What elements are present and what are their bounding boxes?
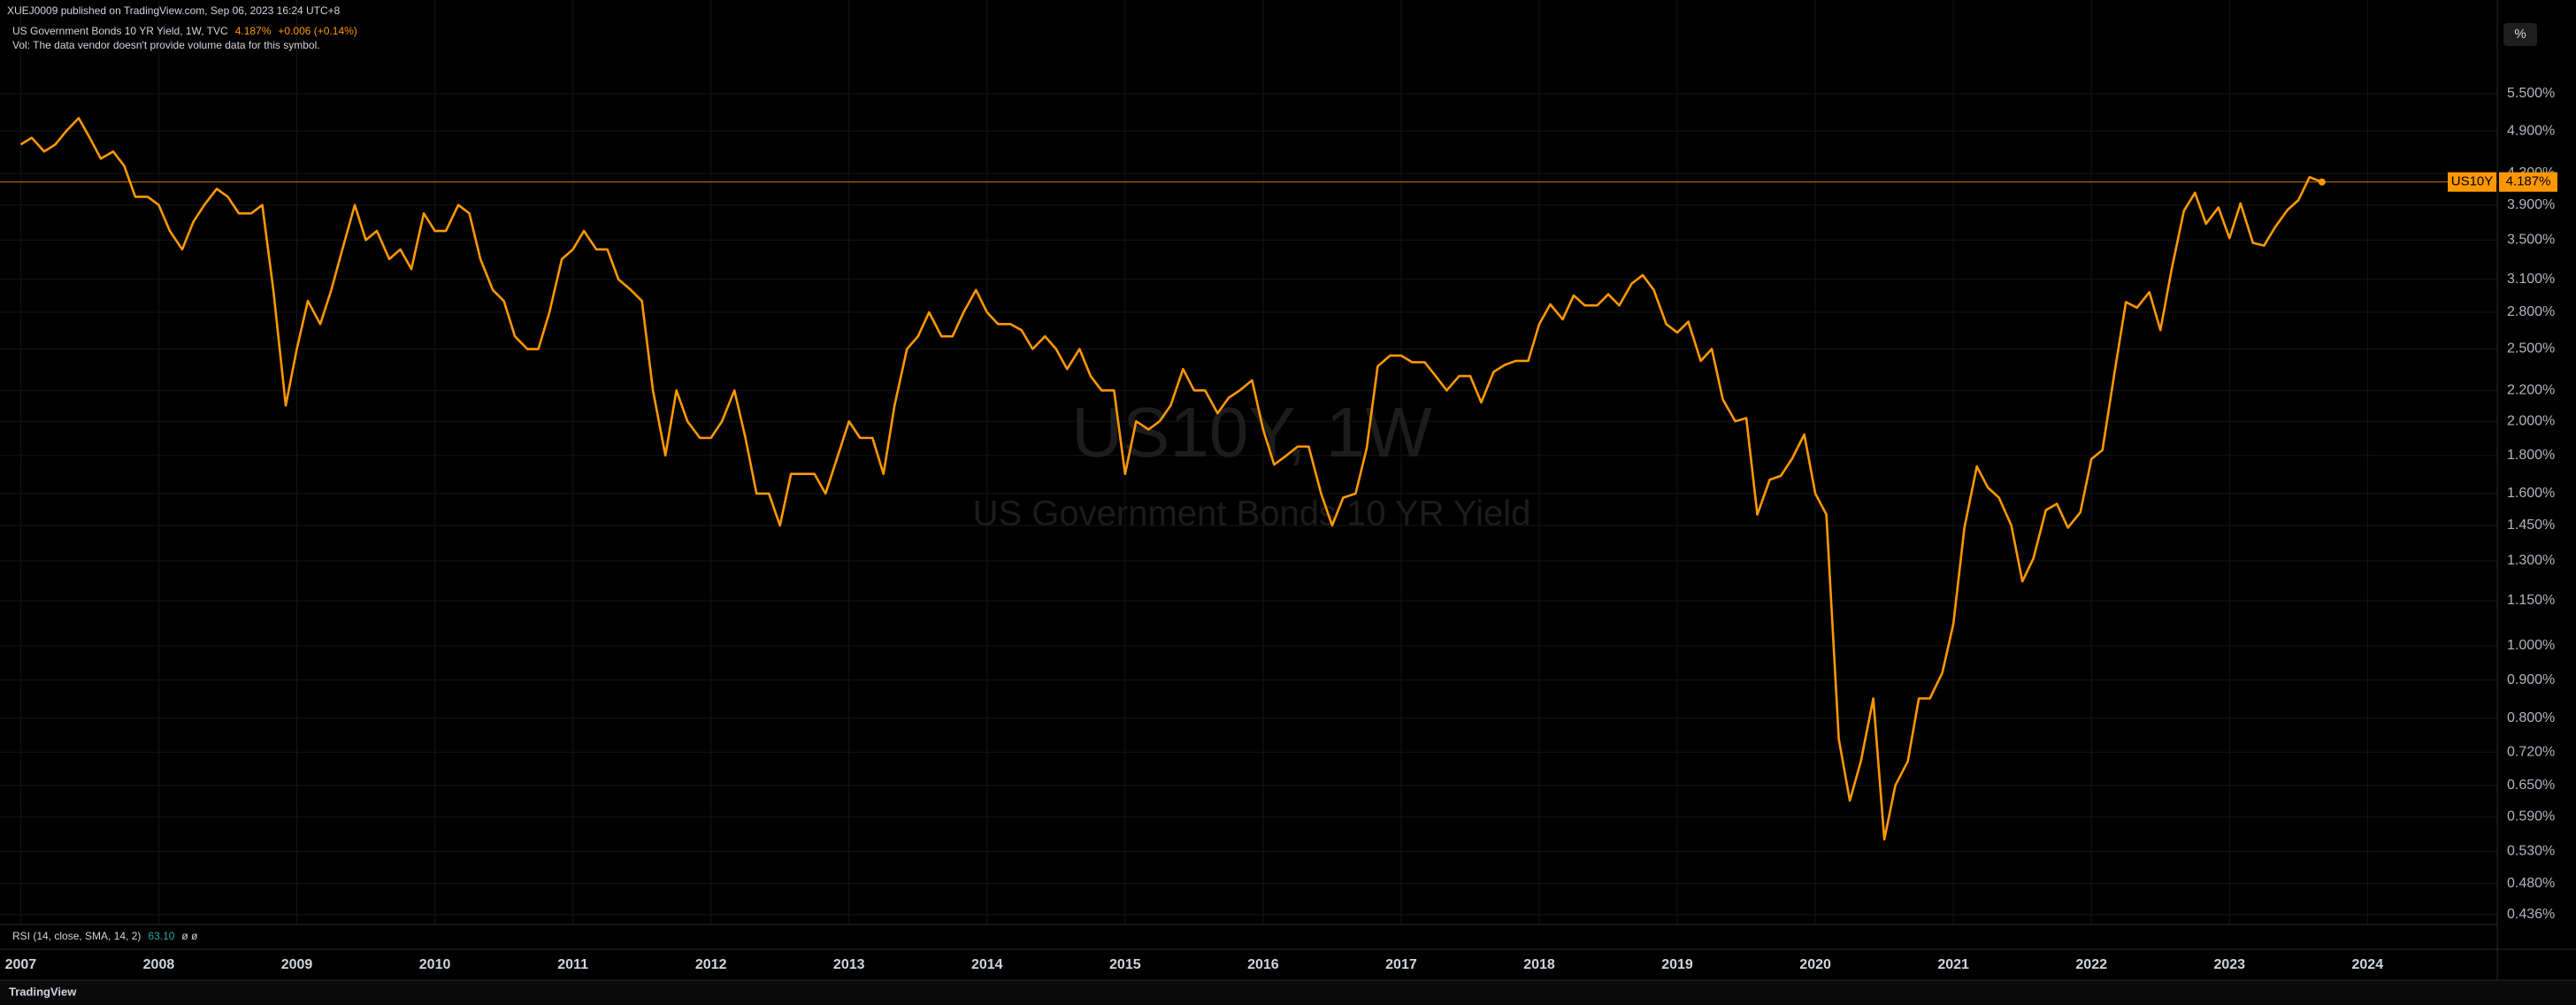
rsi-extra: ø ø <box>181 930 198 942</box>
price-line <box>19 117 2323 841</box>
x-tick-label: 2023 <box>2213 957 2245 972</box>
x-tick-label: 2015 <box>1109 957 1141 972</box>
x-tick-label: 2020 <box>1799 957 1831 972</box>
y-tick-label: 3.500% <box>2507 233 2555 248</box>
published-note: XUEJ0009 published on TradingView.com, S… <box>7 4 341 17</box>
y-tick-label: 0.650% <box>2507 778 2555 793</box>
brand[interactable]: TradingView <box>9 985 77 998</box>
symbol-tag-label: US10Y <box>2451 174 2494 189</box>
y-tick-label: 4.900% <box>2507 123 2555 138</box>
y-tick-label: 2.800% <box>2507 304 2555 319</box>
y-tick-label: 3.100% <box>2507 272 2555 287</box>
rsi-name: RSI (14, close, SMA, 14, 2) <box>12 930 141 942</box>
rsi-value: 63.10 <box>148 930 174 942</box>
indicator-label: RSI (14, close, SMA, 14, 2) 63.10 ø ø <box>12 930 198 942</box>
y-tick-label: 0.530% <box>2507 844 2555 859</box>
y-tick-label: 3.900% <box>2507 197 2555 212</box>
footer-bar <box>0 980 2576 1005</box>
y-tick-label: 1.800% <box>2507 448 2555 463</box>
x-tick-label: 2022 <box>2075 957 2107 972</box>
price-tag-label: 4.187% <box>2506 174 2551 189</box>
y-tick-label: 1.450% <box>2507 518 2555 533</box>
x-tick-label: 2018 <box>1523 957 1555 972</box>
x-tick-label: 2019 <box>1661 957 1693 972</box>
x-tick-label: 2009 <box>281 957 313 972</box>
x-tick-label: 2017 <box>1385 957 1417 972</box>
price: 4.187% <box>235 25 272 37</box>
volume-note: Vol: The data vendor doesn't provide vol… <box>12 39 320 51</box>
y-tick-label: 2.500% <box>2507 341 2555 357</box>
y-tick-label: 0.720% <box>2507 744 2555 759</box>
watermark-subtitle: US Government Bonds 10 YR Yield <box>973 495 1531 533</box>
y-tick-label: 0.480% <box>2507 876 2555 891</box>
y-tick-label: 0.900% <box>2507 672 2555 687</box>
x-tick-label: 2010 <box>419 957 451 972</box>
price-tag <box>2499 172 2557 192</box>
y-tick-label: 0.436% <box>2507 907 2555 922</box>
x-tick-label: 2024 <box>2352 957 2384 972</box>
y-tick-label: 0.590% <box>2507 809 2555 824</box>
y-tick-label: 1.000% <box>2507 638 2555 653</box>
symbol: US Government Bonds 10 YR Yield, 1W, TVC <box>12 25 228 37</box>
symbol-tag <box>2448 172 2496 192</box>
y-tick-label: 2.200% <box>2507 383 2555 398</box>
plot <box>0 117 2497 841</box>
y-tick-label: 0.800% <box>2507 710 2555 725</box>
x-tick-label: 2014 <box>971 957 1003 972</box>
y-tick-label: 1.300% <box>2507 553 2555 568</box>
x-tick-label: 2007 <box>5 957 37 972</box>
y-tick-label: 1.150% <box>2507 593 2555 608</box>
y-tick-label: 2.000% <box>2507 413 2555 428</box>
x-tick-label: 2013 <box>833 957 865 972</box>
y-tick-label: 1.600% <box>2507 486 2555 501</box>
symbol-legend: US Government Bonds 10 YR Yield, 1W, TVC… <box>12 25 357 37</box>
watermark-title: US10Y, 1W <box>1071 393 1432 472</box>
scale-button-label[interactable]: % <box>2514 27 2526 42</box>
x-tick-label: 2011 <box>557 957 588 972</box>
y-tick-label: 5.500% <box>2507 86 2555 101</box>
x-tick-label: 2012 <box>695 957 727 972</box>
grid <box>0 0 2497 924</box>
scale-button[interactable] <box>2503 23 2537 46</box>
x-tick-label: 2008 <box>143 957 175 972</box>
x-tick-label: 2021 <box>1937 957 1969 972</box>
x-tick-label: 2016 <box>1247 957 1279 972</box>
change: +0.006 (+0.14%) <box>278 25 356 37</box>
